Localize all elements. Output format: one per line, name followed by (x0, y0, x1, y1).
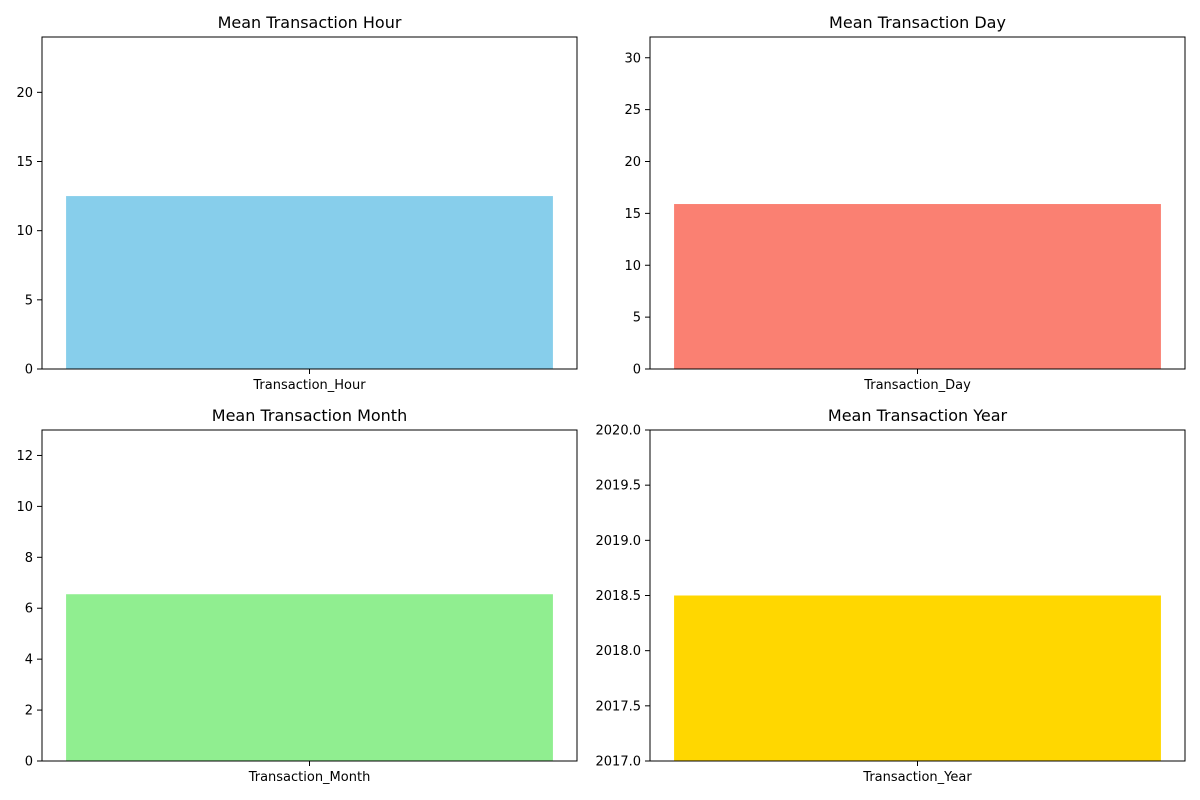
y-tick-label-day: 30 (624, 51, 641, 66)
y-tick-label-day: 15 (624, 207, 641, 222)
x-tick-label-month: Transaction_Month (248, 770, 371, 785)
y-tick-label-year: 2019.0 (596, 534, 642, 549)
y-tick-label-day: 0 (633, 363, 641, 378)
y-tick-label-day: 10 (624, 259, 641, 274)
chart-title-hour: Mean Transaction Hour (218, 13, 402, 32)
y-tick-label-year: 2020.0 (596, 424, 642, 439)
y-tick-label-year: 2018.0 (596, 644, 642, 659)
y-tick-label-month: 4 (25, 653, 33, 668)
y-tick-label-hour: 5 (25, 293, 33, 308)
y-tick-label-year: 2019.5 (596, 479, 642, 494)
subplot-month: Transaction_Month 0 2 4 6 8 10 12 Mean Transacti… (16, 406, 578, 785)
bar-year (674, 595, 1161, 761)
y-tick-label-month: 10 (16, 500, 33, 515)
y-tick-label-month: 2 (25, 704, 33, 719)
chart-title-month: Mean Transaction Month (212, 406, 407, 425)
axes-frame-hour (41, 36, 578, 370)
bar-month (66, 594, 553, 761)
y-tick-label-year: 2017.0 (596, 755, 642, 770)
axes-frame-day (649, 36, 1186, 370)
chart-title-day: Mean Transaction Day (829, 13, 1006, 32)
y-tick-label-day: 5 (633, 311, 641, 326)
subplot-hour: Transaction_Hour 0 5 10 15 20 Mean Transaction… (16, 13, 578, 393)
y-tick-label-hour: 15 (16, 155, 33, 170)
y-tick-label-month: 0 (25, 755, 33, 770)
y-tick-label-year: 2017.5 (596, 699, 642, 714)
x-tick-label-year: Transaction_Year (862, 770, 972, 785)
chart-title-year: Mean Transaction Year (828, 406, 1008, 425)
axes-frame-month (41, 429, 578, 762)
y-tick-label-year: 2018.5 (596, 589, 642, 604)
y-tick-label-month: 12 (16, 449, 33, 464)
x-tick-label-hour: Transaction_Hour (252, 378, 366, 393)
bar-hour (66, 196, 553, 369)
y-tick-label-month: 8 (25, 551, 33, 566)
y-tick-label-day: 25 (624, 103, 641, 118)
y-tick-label-hour: 10 (16, 224, 33, 239)
y-tick-label-month: 6 (25, 602, 33, 617)
y-tick-label-day: 20 (624, 155, 641, 170)
subplot-year: Transaction_Year 2017.0 2017.5 2018.0 2018.5… (596, 406, 1186, 785)
bar-day (674, 204, 1161, 369)
subplot-day: Transaction_Day 0 5 10 15 20 25 30 Mean Transact… (624, 13, 1186, 393)
y-tick-label-hour: 20 (16, 86, 33, 101)
y-tick-label-hour: 0 (25, 363, 33, 378)
x-tick-label-day: Transaction_Day (863, 378, 971, 393)
